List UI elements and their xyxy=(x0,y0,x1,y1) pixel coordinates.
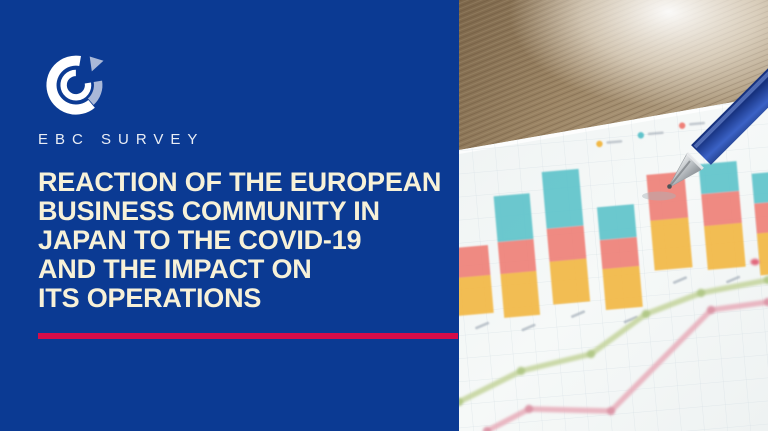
bar-tick-label-blur xyxy=(571,310,586,318)
cci-logo-icon xyxy=(46,55,104,115)
bar-segment-yellow xyxy=(500,270,541,318)
left-text-panel: EBC SURVEY REACTION OF THE EUROPEAN BUSI… xyxy=(38,55,458,339)
bar-segment-yellow xyxy=(602,265,643,311)
pink-line-dot xyxy=(606,406,616,416)
photo-illustration xyxy=(459,0,768,431)
logo-accent-arc xyxy=(87,80,103,105)
legend-dot xyxy=(637,132,645,139)
photo-chart-legend xyxy=(596,121,706,148)
bar-segment-yellow xyxy=(549,258,591,305)
bar-segment-yellow xyxy=(756,230,768,276)
green-line-dot xyxy=(641,309,651,319)
legend-label-blur xyxy=(647,131,664,136)
accent-rule xyxy=(38,333,458,339)
bar-segment-teal xyxy=(596,204,637,241)
logo-outer-c xyxy=(46,55,95,115)
bar-segment-red xyxy=(646,171,689,221)
green-line xyxy=(459,277,768,405)
legend-dot xyxy=(678,122,686,129)
bar-tick-label-blur xyxy=(623,315,638,324)
pink-line-dot xyxy=(706,305,716,315)
bar-segment-red xyxy=(546,225,587,262)
bar-segment-red xyxy=(497,239,537,275)
bar-tick-label-blur xyxy=(672,276,687,284)
bar-segment-teal xyxy=(493,193,534,243)
bar-segment-yellow xyxy=(650,217,693,271)
green-line-dot xyxy=(459,397,464,407)
legend-dot xyxy=(596,140,603,148)
bar-segment-teal xyxy=(541,168,584,229)
pen-icon xyxy=(642,68,768,201)
bar-segment-yellow xyxy=(459,274,494,316)
bar-segment-red xyxy=(599,237,640,270)
green-line-dot xyxy=(516,366,526,376)
bar-segment-red xyxy=(754,200,768,234)
bar-tick-label-blur xyxy=(726,275,741,284)
legend-label-blur xyxy=(606,140,623,144)
legend-label-blur xyxy=(689,121,706,126)
survey-photo xyxy=(459,0,768,431)
bar-segment-red xyxy=(459,245,491,279)
green-line-dot xyxy=(696,288,706,298)
logo-inner-c xyxy=(60,69,92,101)
bar-tick-label-blur xyxy=(521,323,536,332)
bar-segment-teal xyxy=(698,161,740,195)
bar-segment-teal xyxy=(751,170,768,204)
pink-line-dot xyxy=(524,404,534,414)
brand-label: EBC SURVEY xyxy=(38,131,205,148)
page-title: REACTION OF THE EUROPEAN BUSINESS COMMUN… xyxy=(38,167,442,313)
bar-segment-yellow xyxy=(704,222,746,270)
green-line-dot xyxy=(586,349,596,359)
bar-segment-red xyxy=(701,190,742,227)
logo-accent-wedge xyxy=(89,56,104,72)
photo-bar-chart xyxy=(459,161,768,332)
line-legend-dot xyxy=(750,258,760,266)
wood-desk xyxy=(459,0,768,200)
bar-tick-label-blur xyxy=(475,321,490,330)
